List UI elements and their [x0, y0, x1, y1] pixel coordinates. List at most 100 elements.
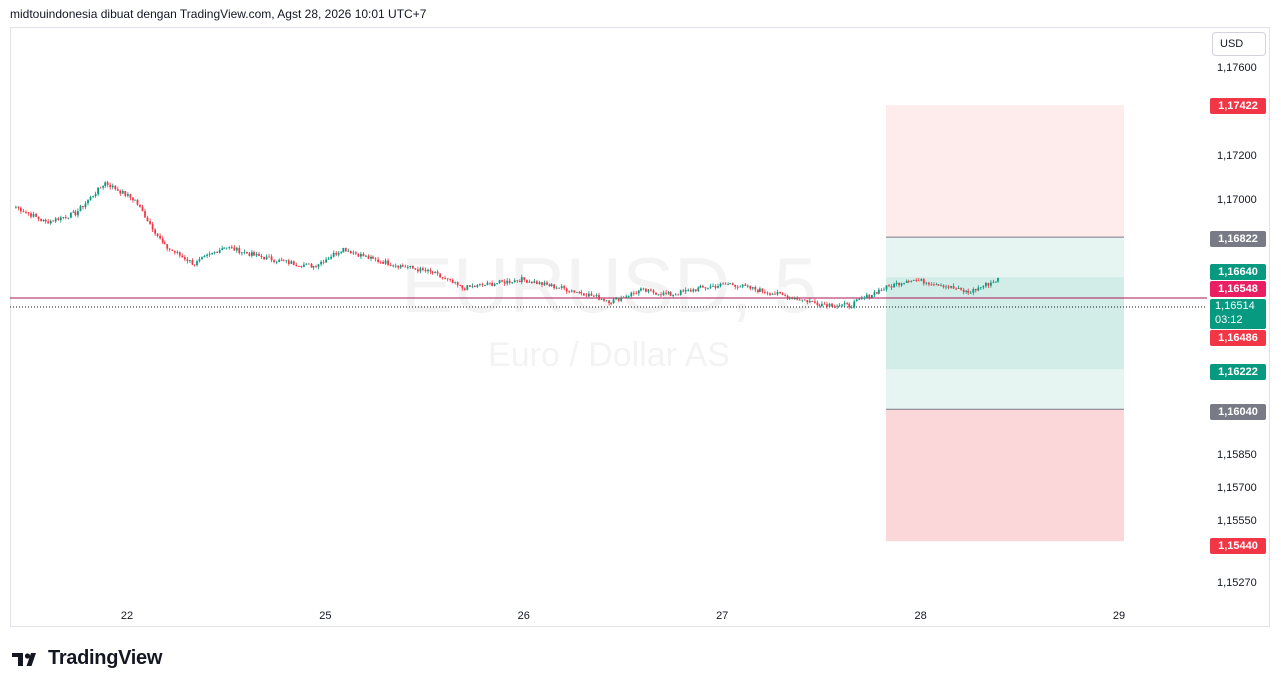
candle	[625, 294, 628, 299]
candle	[434, 271, 436, 274]
candle	[650, 288, 652, 292]
candle	[273, 259, 275, 264]
candle	[729, 282, 731, 285]
candles	[15, 180, 999, 310]
zone-lower-red[interactable]	[886, 409, 1124, 542]
candle	[471, 283, 474, 289]
candle	[905, 279, 908, 283]
candle	[325, 256, 327, 263]
candle	[463, 287, 466, 291]
candle	[154, 228, 156, 236]
candle	[498, 279, 501, 284]
candle	[593, 294, 595, 297]
candle	[855, 298, 858, 302]
candle	[769, 292, 771, 296]
candle	[617, 297, 620, 303]
candle	[189, 259, 191, 263]
candle	[377, 256, 379, 264]
candle	[427, 268, 429, 274]
candle	[816, 300, 819, 307]
candle	[176, 250, 179, 255]
zone-upper-red[interactable]	[886, 105, 1124, 238]
candle	[595, 293, 598, 298]
candle	[788, 296, 791, 300]
candle	[491, 280, 493, 287]
candle	[637, 290, 640, 296]
candle	[910, 280, 913, 283]
candle	[111, 183, 114, 190]
candle	[89, 195, 92, 201]
candle	[419, 266, 422, 274]
candle	[248, 252, 251, 257]
candle	[322, 259, 325, 265]
candle	[811, 300, 814, 302]
candle	[957, 285, 960, 289]
candle	[436, 270, 439, 276]
candle	[508, 278, 511, 285]
candle	[315, 264, 317, 269]
candle	[422, 266, 424, 272]
candle	[920, 278, 923, 282]
tradingview-logo-text: TradingView	[48, 647, 163, 669]
time-axis: 22 25 26 27 28 29	[121, 610, 1125, 622]
candle	[660, 292, 662, 297]
candle	[104, 181, 107, 189]
candle	[270, 254, 273, 263]
candle	[955, 287, 957, 291]
candle	[439, 273, 441, 278]
candle	[848, 302, 851, 310]
candle	[151, 222, 154, 232]
candle	[392, 264, 395, 268]
candle	[193, 264, 196, 267]
candle	[766, 291, 769, 296]
candle	[632, 290, 635, 296]
candle	[374, 257, 377, 262]
candle	[181, 253, 184, 258]
candle	[171, 249, 174, 251]
candle	[213, 251, 216, 255]
candle	[305, 263, 308, 265]
currency-selector[interactable]: USD	[1212, 32, 1266, 56]
candle	[543, 280, 546, 286]
price-label-lower: 1,16040	[1210, 404, 1266, 420]
candle	[74, 209, 77, 217]
candle	[238, 245, 241, 255]
candle	[814, 298, 816, 304]
candle	[523, 277, 526, 283]
candle	[203, 254, 206, 258]
candle	[280, 257, 283, 261]
zone-lower-green[interactable]	[886, 369, 1124, 410]
candle	[841, 304, 843, 308]
candle	[503, 279, 506, 287]
x-tick-label: 29	[1113, 610, 1125, 622]
candle	[990, 280, 992, 288]
candle	[876, 292, 878, 295]
candle	[553, 284, 555, 290]
candle	[206, 253, 208, 259]
candle	[878, 287, 880, 295]
candle	[424, 267, 427, 273]
candle	[714, 284, 717, 290]
candle	[114, 185, 117, 191]
candle	[672, 294, 674, 298]
candle	[161, 235, 164, 245]
candle	[741, 284, 744, 289]
candle	[235, 246, 238, 253]
candle	[370, 254, 372, 262]
candle	[836, 304, 838, 309]
candle	[533, 279, 536, 284]
zone-upper-green[interactable]	[886, 237, 1124, 278]
candle	[925, 281, 928, 286]
zone-entry-green[interactable]	[886, 277, 1124, 370]
candle	[665, 290, 667, 296]
candle	[776, 289, 779, 296]
candle	[570, 289, 573, 293]
candle	[251, 249, 253, 258]
candle	[838, 303, 841, 307]
candle	[736, 285, 739, 290]
candle	[702, 284, 704, 288]
candle	[669, 291, 672, 297]
candle	[987, 282, 990, 288]
tradingview-logo[interactable]: TradingView	[12, 647, 162, 670]
